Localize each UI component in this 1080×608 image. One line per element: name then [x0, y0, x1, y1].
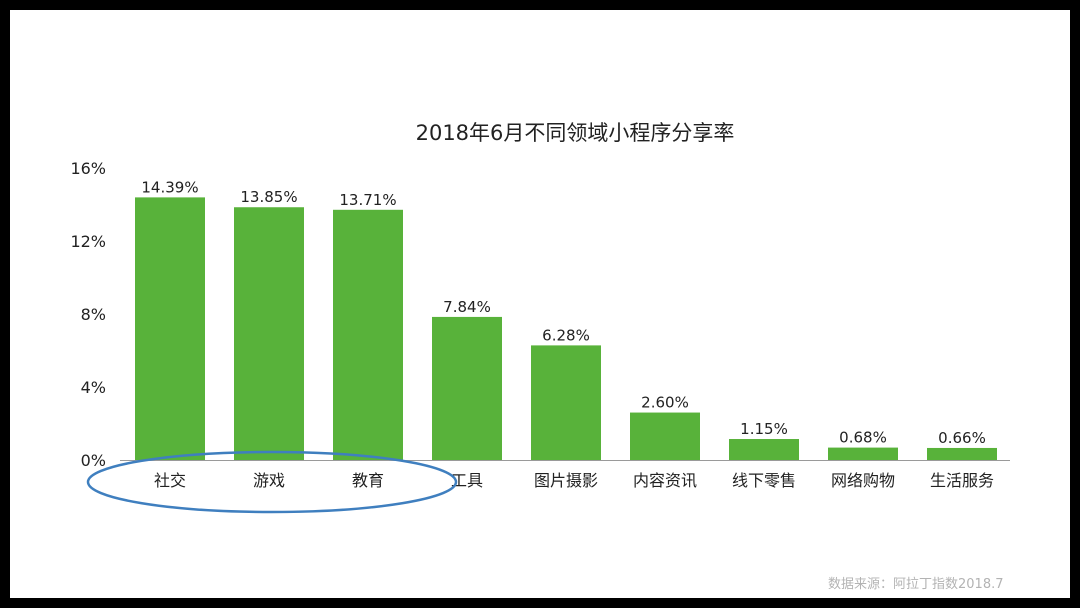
- x-tick-label: 游戏: [253, 471, 285, 490]
- bar: [234, 207, 304, 460]
- chart-title: 2018年6月不同领域小程序分享率: [416, 121, 735, 145]
- data-label: 6.28%: [542, 326, 590, 344]
- x-tick-label: 图片摄影: [534, 471, 598, 490]
- bar: [135, 197, 205, 460]
- bar: [927, 447, 997, 460]
- y-tick-label: 16%: [70, 159, 106, 178]
- bar: [531, 345, 601, 460]
- data-label: 7.84%: [443, 298, 491, 316]
- x-tick-label: 教育: [352, 471, 384, 490]
- x-tick-label: 工具: [451, 471, 483, 490]
- slide: 2018年6月不同领域小程序分享率 0% 4% 8% 12% 16% 14.39% 社交 13.…: [10, 10, 1070, 598]
- highlight-ellipse: [86, 450, 458, 514]
- data-label: 1.15%: [740, 420, 788, 438]
- x-tick-label: 生活服务: [930, 471, 994, 490]
- x-tick-label: 内容资讯: [633, 471, 697, 490]
- data-label: 0.66%: [938, 429, 986, 447]
- bar: [828, 447, 898, 460]
- bar: [333, 209, 403, 460]
- source-note: 数据来源：阿拉丁指数2018.7: [828, 577, 1004, 592]
- x-tick-label: 社交: [154, 471, 186, 490]
- y-tick-label: 12%: [70, 232, 106, 251]
- bar-chart: 2018年6月不同领域小程序分享率 0% 4% 8% 12% 16% 14.39% 社交 13.…: [70, 121, 1010, 514]
- x-tick-label: 线下零售: [732, 471, 796, 490]
- x-tick-label: 网络购物: [831, 471, 895, 490]
- bar: [630, 412, 700, 460]
- y-tick-label: 0%: [81, 451, 106, 470]
- y-tick-label: 8%: [81, 305, 106, 324]
- data-label: 13.71%: [339, 191, 396, 209]
- bar: [729, 439, 799, 460]
- data-label: 13.85%: [240, 188, 297, 206]
- bar: [432, 316, 502, 460]
- y-tick-label: 4%: [81, 378, 106, 397]
- data-label: 0.68%: [839, 429, 887, 447]
- data-label: 2.60%: [641, 394, 689, 412]
- data-label: 14.39%: [141, 178, 198, 196]
